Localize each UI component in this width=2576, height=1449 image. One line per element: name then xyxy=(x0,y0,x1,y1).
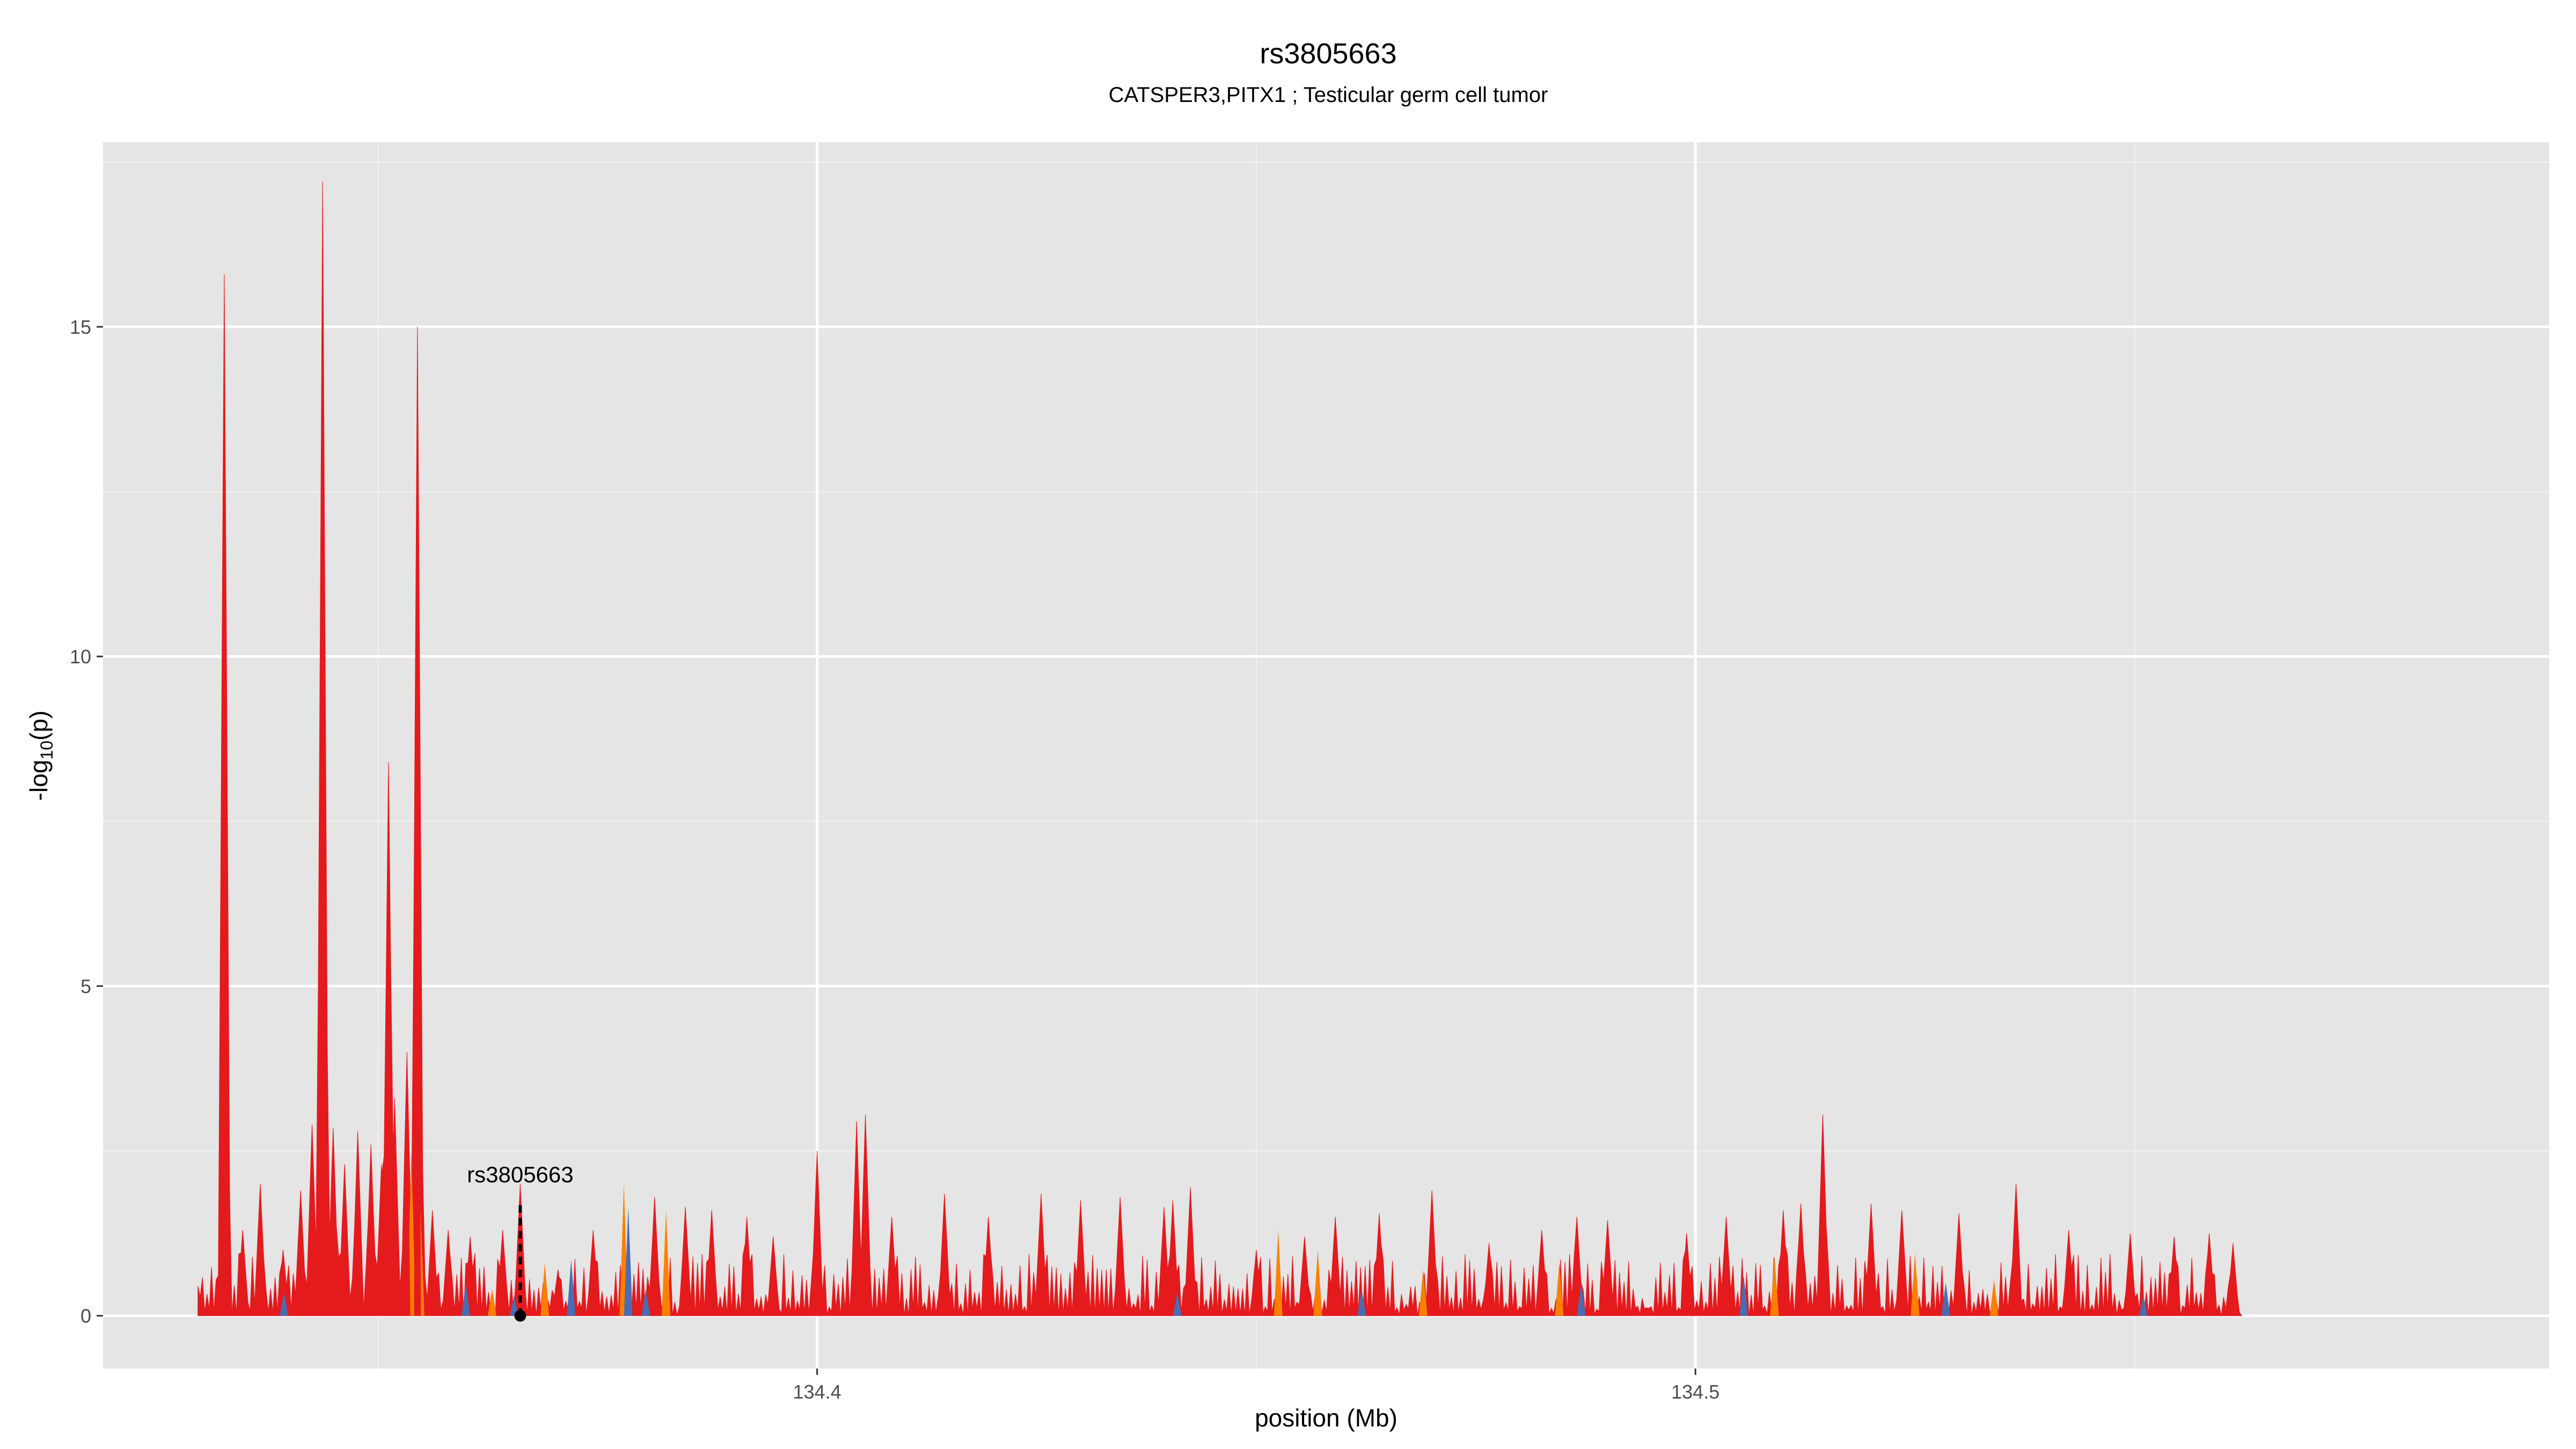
series-1-peak-7 xyxy=(1313,1249,1322,1316)
x-axis: 134.4 134.5 xyxy=(793,1368,1719,1403)
y-tick-label-3: 15 xyxy=(70,316,91,338)
series-1-peak-10 xyxy=(1770,1256,1779,1316)
series-0-top-peak-14 xyxy=(391,1098,398,1316)
x-axis-label: position (Mb) xyxy=(1255,1404,1397,1432)
y-axis-label: -log10(p) xyxy=(25,711,56,801)
y-axis: 0 5 10 15 xyxy=(70,316,103,1327)
series-0-top-peak-16 xyxy=(414,327,421,1316)
series-1-peak-12 xyxy=(1989,1279,1999,1316)
data-series xyxy=(197,181,2242,1316)
series-1-peak-8 xyxy=(1418,1269,1428,1316)
series-0-top-peak-1 xyxy=(221,274,228,1316)
highlight-label: rs3805663 xyxy=(467,1162,574,1187)
series-1-peak-5 xyxy=(662,1210,671,1316)
series-2-peak-9 xyxy=(1739,1276,1748,1316)
series-1-peak-9 xyxy=(1555,1263,1564,1316)
y-tick-label-0: 0 xyxy=(80,1305,91,1327)
series-0-top-peak-54 xyxy=(1819,1115,1826,1316)
series-0-top-peak-15 xyxy=(404,1052,411,1316)
series-2-peak-1 xyxy=(461,1283,470,1316)
series-0-top-peak-7 xyxy=(319,181,326,1316)
y-axis-label-tail: (p) xyxy=(25,711,53,741)
series-2-peak-6 xyxy=(1173,1292,1182,1316)
y-axis-label-main: -log xyxy=(25,760,53,801)
highlight-layer: rs3805663 xyxy=(467,1162,574,1322)
y-tick-label-1: 5 xyxy=(80,975,91,997)
plot-panel xyxy=(103,142,2549,1368)
series-0-top-peak-31 xyxy=(862,1115,869,1316)
series-1-peak-2 xyxy=(488,1289,496,1316)
chart-subtitle: CATSPER3,PITX1 ; Testicular germ cell tu… xyxy=(1109,83,1548,107)
series-2-peak-4 xyxy=(624,1207,633,1316)
series-2-peak-3 xyxy=(567,1260,576,1316)
series-1-peak-6 xyxy=(1274,1230,1283,1316)
series-2-peak-7 xyxy=(1357,1289,1366,1316)
series-area-0 xyxy=(197,181,2242,1316)
y-tick-label-2: 10 xyxy=(70,646,91,668)
series-1-peak-11 xyxy=(1911,1253,1920,1316)
series-2-peak-10 xyxy=(1941,1283,1950,1316)
x-tick-label-0: 134.4 xyxy=(793,1381,841,1403)
series-2-peak-2 xyxy=(509,1296,518,1316)
series-2-peak-5 xyxy=(641,1289,650,1316)
grid-minor xyxy=(103,142,2549,1368)
x-tick-label-1: 134.5 xyxy=(1671,1381,1719,1403)
series-2-peak-0 xyxy=(280,1292,289,1316)
chart-title: rs3805663 xyxy=(1260,38,1396,70)
y-axis-label-subscript: 10 xyxy=(37,741,56,760)
series-2-peak-11 xyxy=(2139,1296,2148,1316)
series-0-top-peak-13 xyxy=(385,762,392,1316)
series-1-peak-3 xyxy=(540,1263,550,1316)
highlight-point xyxy=(514,1309,526,1322)
series-2-peak-8 xyxy=(1577,1283,1586,1316)
